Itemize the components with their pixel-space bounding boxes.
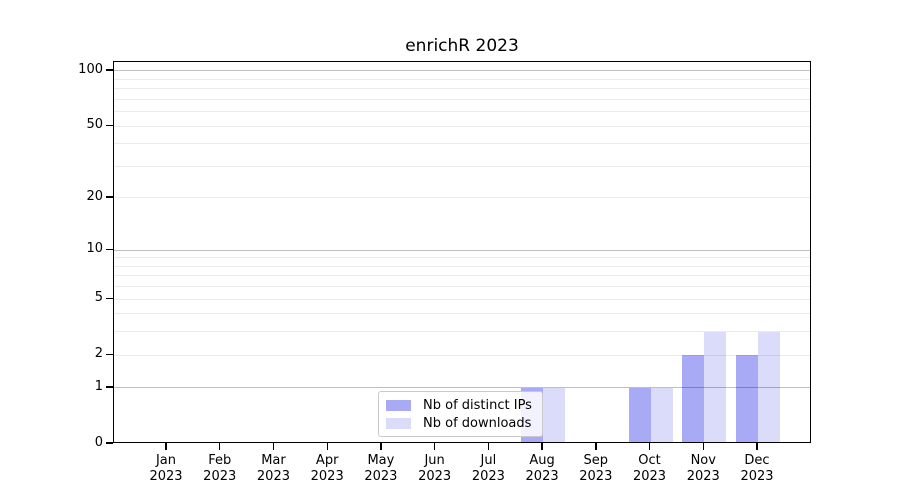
gridline-minor bbox=[114, 331, 810, 333]
bar-downloads-nov bbox=[704, 331, 727, 442]
x-tick-label: Aug 2023 bbox=[525, 453, 559, 484]
x-tick bbox=[434, 443, 436, 450]
legend-label-downloads: Nb of downloads bbox=[423, 415, 532, 431]
bar-distinct-ips-nov bbox=[682, 355, 705, 442]
y-tick bbox=[106, 69, 113, 71]
gridline-minor bbox=[114, 354, 810, 356]
x-tick-label: Feb 2023 bbox=[203, 453, 237, 484]
y-tick-label: 5 bbox=[94, 290, 103, 306]
y-tick bbox=[106, 442, 113, 444]
legend-swatch-distinct-ips bbox=[386, 399, 411, 411]
y-tick bbox=[106, 297, 113, 299]
gridline-minor bbox=[114, 99, 810, 101]
x-tick bbox=[380, 443, 382, 450]
y-tick-label: 100 bbox=[78, 62, 103, 78]
gridline-minor bbox=[114, 275, 810, 277]
y-tick-label: 10 bbox=[86, 241, 103, 257]
legend-item-distinct-ips: Nb of distinct IPs bbox=[386, 396, 542, 414]
x-tick bbox=[648, 443, 651, 450]
x-tick-label: Dec 2023 bbox=[740, 453, 774, 484]
bar-downloads-dec bbox=[757, 331, 780, 442]
x-tick-label: Jul 2023 bbox=[471, 453, 505, 484]
bar-distinct-ips-dec bbox=[735, 355, 758, 442]
x-tick-label: May 2023 bbox=[364, 453, 398, 484]
gridline-minor bbox=[114, 125, 810, 127]
x-tick bbox=[219, 443, 221, 450]
gridline-minor bbox=[114, 111, 810, 113]
bar-downloads-oct bbox=[650, 387, 673, 442]
x-tick bbox=[595, 443, 597, 450]
y-tick bbox=[106, 248, 113, 250]
bar-downloads-aug bbox=[543, 387, 566, 442]
plot-area bbox=[113, 61, 811, 443]
y-tick bbox=[106, 386, 113, 388]
gridline-minor bbox=[114, 78, 810, 80]
legend: Nb of distinct IPs Nb of downloads bbox=[378, 391, 543, 437]
x-tick bbox=[541, 443, 543, 450]
gridline-minor bbox=[114, 197, 810, 199]
gridline-minor bbox=[114, 166, 810, 167]
x-tick bbox=[487, 443, 490, 450]
y-tick-label: 2 bbox=[94, 346, 103, 362]
x-tick bbox=[702, 443, 704, 450]
y-tick-label: 50 bbox=[86, 117, 103, 133]
legend-item-downloads: Nb of downloads bbox=[386, 414, 542, 432]
x-tick-label: Jun 2023 bbox=[418, 453, 452, 484]
gridline-minor bbox=[114, 313, 810, 315]
x-tick-label: Jan 2023 bbox=[149, 453, 183, 484]
legend-swatch-downloads bbox=[386, 417, 411, 429]
x-tick-label: Apr 2023 bbox=[310, 453, 344, 484]
grid-layer bbox=[114, 62, 810, 442]
y-tick-label: 0 bbox=[94, 435, 103, 450]
y-tick bbox=[106, 124, 113, 126]
gridline-major bbox=[114, 249, 810, 251]
y-tick-label: 1 bbox=[94, 378, 103, 394]
gridline-minor bbox=[114, 265, 810, 267]
gridline-minor bbox=[114, 257, 810, 259]
bars-layer bbox=[114, 62, 810, 442]
gridline-minor bbox=[114, 286, 810, 288]
bar-distinct-ips-oct bbox=[628, 387, 651, 442]
x-tick-label: Mar 2023 bbox=[256, 453, 290, 484]
gridline-major bbox=[114, 70, 810, 72]
y-tick bbox=[106, 196, 113, 198]
gridline-major bbox=[114, 387, 810, 389]
y-tick-label: 20 bbox=[86, 188, 103, 204]
gridline-minor bbox=[114, 298, 810, 300]
gridline-minor bbox=[114, 88, 810, 90]
x-tick bbox=[165, 443, 167, 450]
x-tick-label: Oct 2023 bbox=[632, 453, 667, 484]
chart-title: enrichR 2023 bbox=[405, 36, 519, 56]
gridline-minor bbox=[114, 143, 810, 145]
x-tick-label: Sep 2023 bbox=[579, 453, 613, 484]
x-tick bbox=[326, 443, 328, 450]
x-tick bbox=[756, 443, 758, 450]
x-tick bbox=[272, 443, 275, 450]
legend-label-distinct-ips: Nb of distinct IPs bbox=[423, 397, 532, 413]
x-tick-label: Nov 2023 bbox=[686, 453, 720, 484]
y-tick bbox=[106, 353, 113, 355]
